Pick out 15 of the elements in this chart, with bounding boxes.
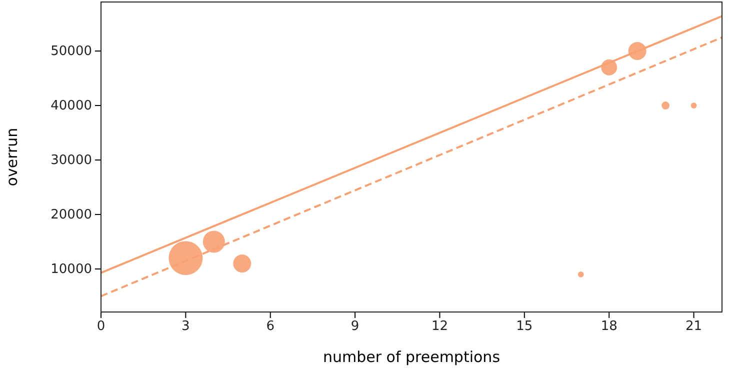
y-tick-label: 10000 xyxy=(50,262,92,278)
x-axis-title: number of preemptions xyxy=(322,348,500,366)
x-tick-label: 3 xyxy=(182,319,190,334)
x-tick-label: 18 xyxy=(600,319,618,334)
y-tick-label: 30000 xyxy=(50,153,92,168)
y-tick-label: 20000 xyxy=(50,208,92,223)
x-tick-label: 9 xyxy=(350,319,360,334)
x-tick-label: 0 xyxy=(96,319,106,334)
x-tick-label: 21 xyxy=(686,319,702,334)
x-tick-label: 6 xyxy=(266,319,275,334)
y-tick-label: 40000 xyxy=(50,98,92,114)
y-axis-title: overrun xyxy=(3,128,21,186)
x-tick-label: 12 xyxy=(431,319,448,334)
x-tick-label: 15 xyxy=(516,319,533,334)
y-tick-label: 50000 xyxy=(50,44,92,60)
